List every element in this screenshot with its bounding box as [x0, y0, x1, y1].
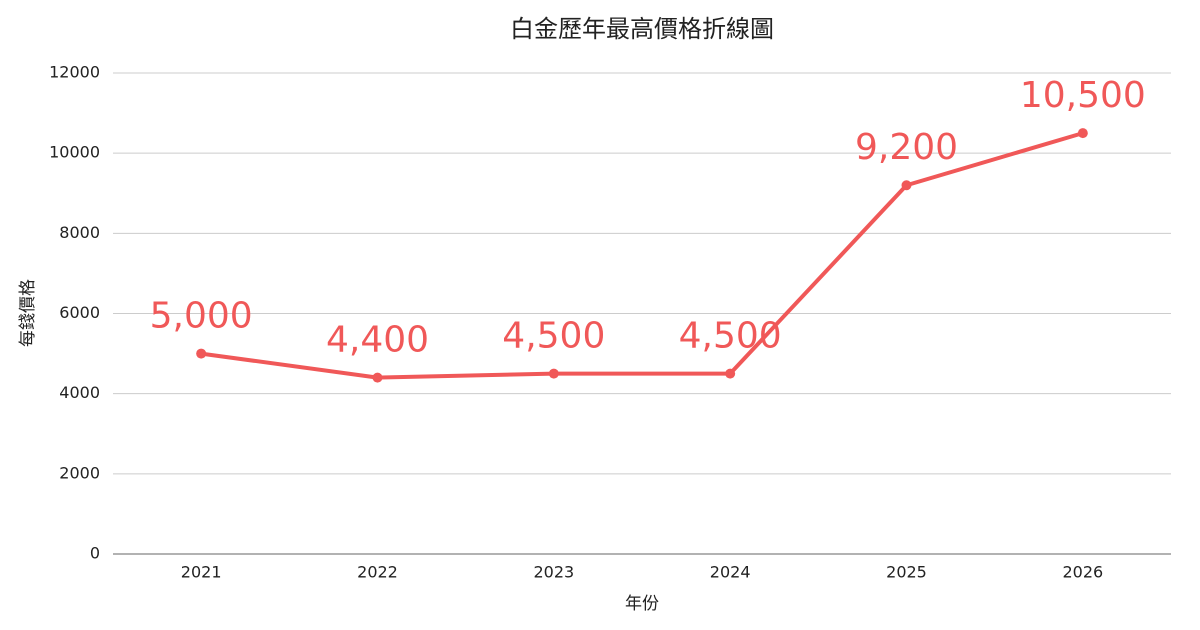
y-axis-label: 每錢價格	[18, 279, 38, 347]
x-axis-label: 年份	[625, 594, 659, 614]
y-tick-label: 8000	[59, 223, 100, 242]
point	[1077, 128, 1088, 139]
x-tick-label: 2025	[886, 563, 927, 582]
y-tick-label: 0	[90, 544, 100, 563]
data-label: 4,500	[502, 316, 605, 357]
data-label: 4,400	[326, 320, 429, 361]
x-tick-label: 2023	[533, 563, 574, 582]
y-tick-label: 6000	[59, 303, 100, 322]
point	[548, 368, 559, 379]
y-tick-label: 12000	[49, 63, 100, 82]
y-tick-label: 2000	[59, 463, 100, 482]
data-label: 5,000	[150, 296, 253, 337]
chart-title: 白金歷年最高價格折線圖	[510, 15, 774, 43]
x-tick-label: 2022	[357, 563, 398, 582]
data-label: 10,500	[1020, 75, 1146, 116]
x-tick-label: 2026	[1062, 563, 1103, 582]
y-tick-label: 10000	[49, 143, 100, 162]
point	[196, 348, 207, 359]
y-tick-label: 4000	[59, 383, 100, 402]
x-tick-label: 2021	[181, 563, 222, 582]
x-tick-label: 2024	[710, 563, 751, 582]
data-label: 9,200	[855, 127, 958, 168]
point	[372, 372, 383, 383]
line	[200, 131, 1084, 380]
point	[901, 180, 912, 191]
point	[725, 368, 736, 379]
data-label: 4,500	[679, 316, 782, 357]
